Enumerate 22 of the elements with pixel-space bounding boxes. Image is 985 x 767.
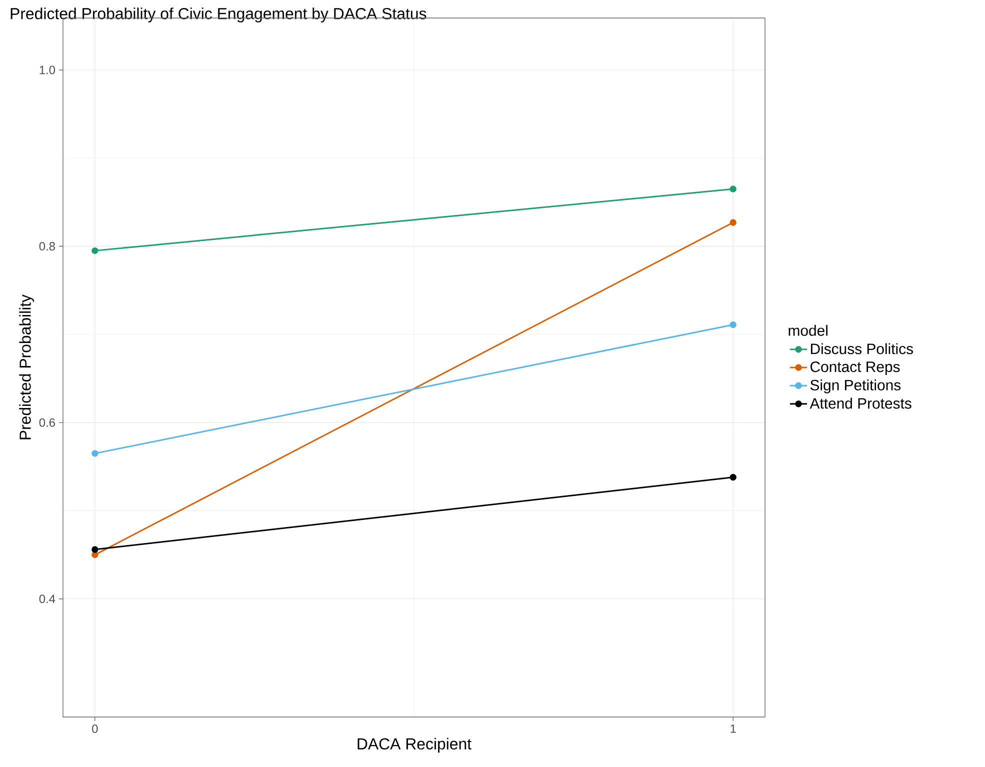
legend-title: model [788, 324, 828, 336]
y-tick-label: 0.4 [39, 594, 56, 604]
x-axis-title: DACA Recipient [358, 738, 472, 753]
point [730, 186, 736, 192]
y-tick-label: 0.8 [39, 242, 55, 251]
point [730, 321, 736, 328]
x-tick-label: 0 [92, 724, 98, 733]
point [92, 247, 98, 254]
legend-label: Contact Reps [810, 362, 900, 376]
point [730, 219, 736, 226]
point [92, 546, 98, 553]
point [92, 450, 98, 457]
legend-label: Attend Protests [810, 398, 912, 409]
chart-title: Predicted Probability of Civic Engagement by DACA Status [10, 8, 426, 22]
y-tick-label: 1.0 [40, 66, 56, 74]
y-tick-label: 0.6 [39, 418, 55, 427]
y-axis-title: Predicted Probability [19, 294, 34, 440]
point [730, 474, 736, 481]
point [92, 551, 98, 558]
legend-label: Sign Petitions [810, 379, 901, 394]
legend-label: Discuss Politics [810, 343, 913, 354]
x-tick-label: 1 [730, 724, 736, 733]
